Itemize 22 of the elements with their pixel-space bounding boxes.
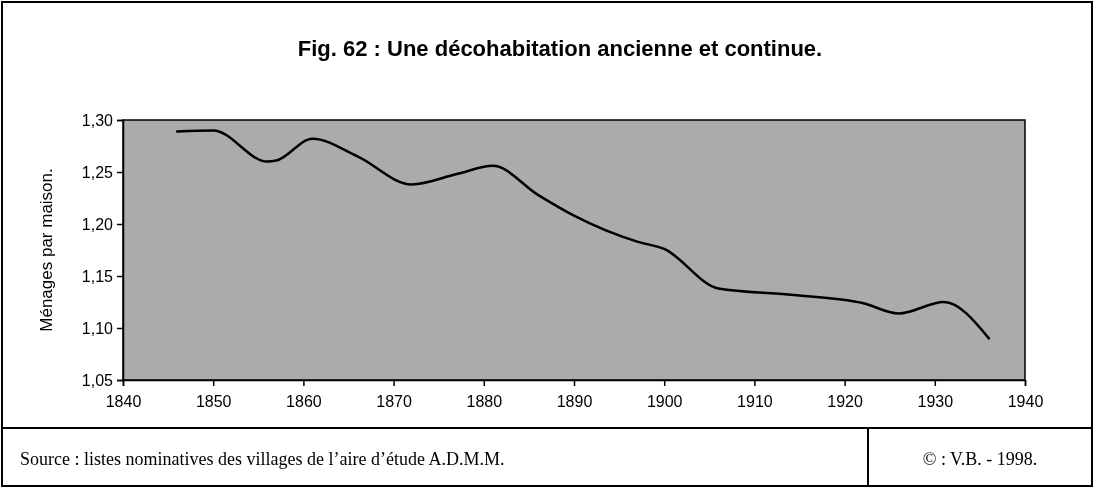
x-tick-label: 1880 bbox=[466, 393, 503, 411]
y-tick-label: 1,15 bbox=[81, 267, 114, 285]
x-tick-label: 1920 bbox=[827, 393, 863, 411]
line-series bbox=[175, 129, 991, 340]
x-tick-label: 1840 bbox=[105, 393, 142, 411]
y-axis-title: Ménages par maison. bbox=[37, 168, 56, 332]
x-tick-label: 1870 bbox=[376, 393, 412, 411]
x-tick-label: 1940 bbox=[1007, 393, 1044, 411]
x-tick-label: 1930 bbox=[917, 393, 954, 411]
y-tick-label: 1,30 bbox=[81, 111, 114, 129]
text: © : V.B. - 1998. bbox=[922, 449, 1038, 469]
x-tick-label: 1850 bbox=[195, 393, 232, 411]
chart-title: Fig. 62 : Une décohabitation ancienne et continue. bbox=[297, 36, 823, 61]
x-tick-label: 1890 bbox=[556, 393, 593, 411]
x-tick-label: 1860 bbox=[286, 393, 322, 411]
y-tick-label: 1,10 bbox=[81, 319, 114, 337]
x-tick-label: 1900 bbox=[646, 393, 683, 411]
y-tick-label: 1,05 bbox=[81, 371, 114, 389]
x-tick-label: 1910 bbox=[737, 393, 773, 411]
y-tick-label: 1,25 bbox=[81, 163, 114, 181]
source-note: Source : listes nominatives des villages de l’aire d’étude A.D.M.M. bbox=[20, 449, 505, 469]
y-tick-label: 1,20 bbox=[81, 215, 114, 233]
